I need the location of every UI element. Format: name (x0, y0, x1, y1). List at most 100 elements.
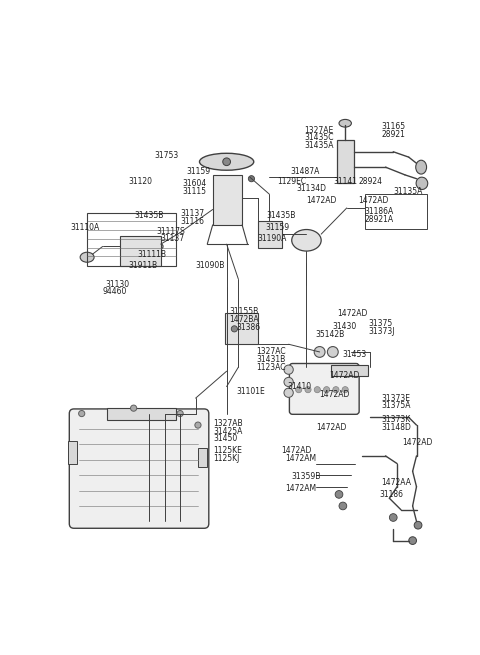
Text: 31435B: 31435B (266, 211, 296, 220)
Text: 31375A: 31375A (382, 402, 411, 410)
Text: 31165: 31165 (382, 122, 406, 131)
Text: 31911B: 31911B (128, 261, 157, 271)
Bar (213, 175, 242, 225)
Ellipse shape (416, 160, 427, 174)
Circle shape (248, 176, 254, 182)
Text: 1472AD: 1472AD (306, 196, 337, 205)
Circle shape (296, 386, 302, 393)
Circle shape (131, 405, 137, 411)
Circle shape (305, 386, 311, 393)
Circle shape (314, 386, 321, 393)
Text: 31435C: 31435C (304, 134, 334, 142)
Text: 28924: 28924 (359, 176, 383, 185)
Text: 1327AC: 1327AC (256, 347, 286, 356)
Text: 1472AD: 1472AD (281, 446, 311, 455)
Text: 1472AD: 1472AD (403, 438, 433, 447)
Text: 1125KE: 1125KE (214, 446, 242, 455)
Text: 31186A: 31186A (365, 208, 394, 216)
Ellipse shape (146, 242, 163, 251)
Ellipse shape (339, 119, 351, 127)
Circle shape (333, 386, 339, 393)
Text: 31450: 31450 (214, 434, 238, 443)
Text: 31435B: 31435B (134, 211, 164, 220)
Text: 31386: 31386 (237, 323, 261, 332)
Ellipse shape (80, 252, 94, 262)
Text: 31375: 31375 (369, 319, 393, 328)
Text: 31155B: 31155B (229, 307, 258, 316)
Circle shape (389, 514, 397, 521)
Text: 35142B: 35142B (316, 329, 345, 339)
Text: 31453: 31453 (343, 350, 367, 359)
Text: 31115: 31115 (182, 187, 206, 196)
Bar (87, 214, 176, 266)
Text: 1327AE: 1327AE (304, 126, 334, 135)
Text: 31134D: 31134D (296, 184, 326, 193)
Circle shape (327, 346, 338, 358)
Text: 31130: 31130 (105, 280, 129, 289)
Text: 1123AC: 1123AC (256, 363, 286, 372)
Bar (107, 408, 176, 420)
Text: 31117S: 31117S (157, 227, 186, 236)
Text: 31431B: 31431B (256, 355, 285, 364)
Bar (120, 236, 161, 266)
Text: 31159: 31159 (265, 223, 289, 232)
Text: 1472BA: 1472BA (229, 315, 259, 324)
Text: 31101E: 31101E (237, 388, 265, 396)
Text: 31430: 31430 (333, 322, 357, 331)
Text: 1129EC: 1129EC (277, 176, 306, 185)
Circle shape (284, 377, 293, 386)
Text: 1472AM: 1472AM (285, 484, 316, 493)
Text: 31190A: 31190A (258, 234, 287, 243)
Text: 31159: 31159 (186, 166, 210, 176)
Text: 1472AD: 1472AD (316, 423, 346, 432)
Bar (336, 140, 354, 183)
Circle shape (223, 158, 230, 166)
Text: 31148D: 31148D (382, 423, 411, 432)
Text: 31487A: 31487A (290, 166, 320, 176)
Text: 31425A: 31425A (214, 427, 243, 436)
Text: 31410: 31410 (287, 382, 311, 391)
Bar (258, 221, 282, 248)
Bar (331, 365, 369, 376)
Text: 31141: 31141 (334, 176, 358, 185)
Text: 31186: 31186 (379, 490, 403, 499)
Text: 31604: 31604 (182, 179, 207, 188)
FancyBboxPatch shape (69, 409, 209, 529)
Circle shape (284, 388, 293, 398)
Text: 1472AD: 1472AD (320, 390, 350, 399)
Text: 31090B: 31090B (196, 261, 225, 271)
Circle shape (339, 502, 347, 510)
Text: 28921A: 28921A (365, 215, 394, 224)
Text: 31135A: 31135A (393, 187, 422, 196)
Text: 31110A: 31110A (70, 223, 99, 232)
Ellipse shape (292, 229, 321, 251)
Text: 31137: 31137 (161, 234, 185, 243)
Circle shape (79, 411, 85, 417)
Circle shape (409, 536, 417, 544)
Text: 28921: 28921 (382, 130, 406, 139)
Text: 31373E: 31373E (382, 394, 410, 403)
Circle shape (284, 365, 293, 374)
Text: 94460: 94460 (103, 288, 127, 297)
Bar (365, 194, 427, 229)
Bar (225, 314, 258, 345)
Text: 31373K: 31373K (382, 415, 411, 424)
Circle shape (414, 521, 422, 529)
Text: 1472AD: 1472AD (330, 371, 360, 379)
Text: 31116: 31116 (180, 217, 204, 225)
Circle shape (342, 386, 348, 393)
Text: 31120: 31120 (128, 176, 152, 185)
Text: 1125KJ: 1125KJ (214, 454, 240, 462)
FancyBboxPatch shape (289, 364, 359, 415)
Ellipse shape (416, 177, 428, 189)
Bar (68, 441, 77, 464)
Text: 31373J: 31373J (369, 327, 395, 335)
Circle shape (231, 326, 238, 332)
Ellipse shape (200, 153, 254, 170)
Circle shape (314, 346, 325, 358)
Text: 1472AA: 1472AA (382, 478, 412, 487)
Text: 1327AB: 1327AB (214, 419, 243, 428)
Circle shape (324, 386, 330, 393)
Circle shape (195, 422, 201, 428)
Text: 1472AD: 1472AD (337, 309, 368, 318)
